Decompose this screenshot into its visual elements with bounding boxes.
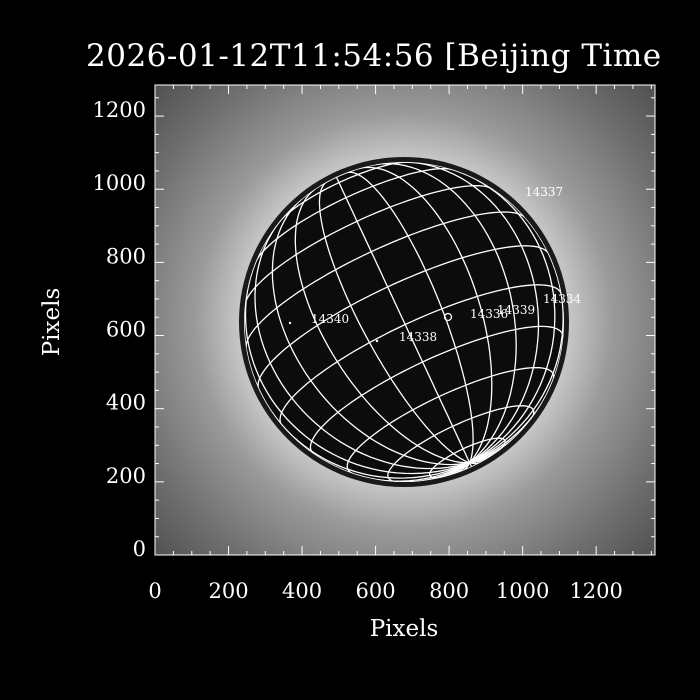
- x-tick-label: 1000: [496, 579, 549, 603]
- y-tick-label: 0: [133, 537, 146, 561]
- grid-line: [318, 181, 470, 464]
- grid-line: [244, 262, 470, 475]
- active-region-label: 14337: [525, 185, 563, 199]
- region-marker: [288, 321, 292, 325]
- y-tick-label: 800: [106, 244, 146, 268]
- y-axis-label: Pixels: [39, 288, 65, 357]
- active-region-label: 14340: [311, 312, 349, 326]
- grid-line: [294, 188, 470, 464]
- y-tick-label: 400: [106, 391, 146, 415]
- grid-line: [335, 176, 471, 463]
- plot-title: 2026-01-12T11:54:56 [Beijing Time: [86, 38, 662, 74]
- axis-ticks: 0 200 400 600 800 1000 1200 0 200 400 600 800 1000 12…: [93, 85, 655, 603]
- y-tick-label: 1000: [93, 171, 146, 195]
- region-marker: [375, 339, 379, 343]
- x-tick-label: 0: [148, 579, 161, 603]
- grid-line: [254, 214, 470, 470]
- x-tick-label: 400: [282, 579, 322, 603]
- active-region-label: 14334: [543, 292, 582, 306]
- plot-frame: [154, 84, 656, 556]
- x-tick-label: 200: [208, 579, 248, 603]
- grid-line: [398, 162, 540, 464]
- heliographic-grid: [244, 162, 564, 482]
- active-region-label: 14338: [399, 330, 437, 344]
- region-marker: [443, 312, 453, 322]
- y-tick-label: 600: [106, 318, 146, 342]
- y-tick-label: 200: [106, 464, 146, 488]
- active-region-label: 14336: [470, 307, 508, 321]
- active-region-label: 14339: [497, 303, 535, 317]
- grid-line: [375, 163, 517, 464]
- grid-line: [346, 171, 474, 463]
- grid-line: [359, 166, 493, 464]
- grid-line: [453, 169, 556, 464]
- x-tick-label: 1200: [569, 579, 622, 603]
- x-axis-label: Pixels: [370, 616, 439, 642]
- x-tick-label: 800: [429, 579, 469, 603]
- grid-line: [271, 198, 470, 466]
- y-tick-label: 1200: [93, 98, 146, 122]
- x-tick-label: 600: [356, 579, 396, 603]
